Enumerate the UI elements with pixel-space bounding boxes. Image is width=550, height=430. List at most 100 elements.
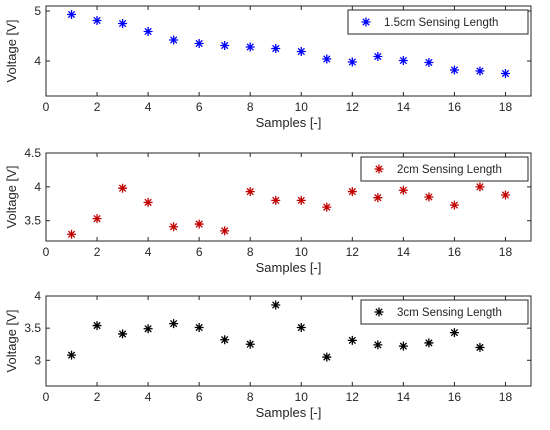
x-tick-label: 0 xyxy=(43,245,50,259)
data-point xyxy=(322,202,332,212)
data-point xyxy=(118,183,128,193)
data-point xyxy=(194,219,204,229)
data-point xyxy=(373,193,383,203)
data-point xyxy=(143,197,153,207)
x-axis-label: Samples [-] xyxy=(256,115,322,130)
x-tick-label: 18 xyxy=(499,390,513,404)
x-tick-label: 10 xyxy=(295,100,309,114)
x-tick-label: 14 xyxy=(397,245,411,259)
y-tick-label: 3 xyxy=(34,353,41,367)
x-tick-label: 10 xyxy=(295,390,309,404)
data-point xyxy=(67,10,77,19)
chart-panel-1: 0 2 4 6 8 10 12 14 16 18 4 5 Samples [-] Voltage [V] 1… xyxy=(4,4,532,130)
data-point xyxy=(245,187,255,197)
data-point xyxy=(424,58,434,67)
x-tick-label: 8 xyxy=(247,245,254,259)
data-point xyxy=(424,338,434,348)
x-tick-label: 12 xyxy=(346,245,360,259)
legend-box xyxy=(360,299,529,325)
y-axis-label: Voltage [V] xyxy=(4,310,19,373)
legend-box xyxy=(347,9,529,35)
x-tick-label: 4 xyxy=(145,245,152,259)
data-point xyxy=(347,335,357,345)
legend-marker xyxy=(361,17,371,27)
x-tick-label: 12 xyxy=(346,390,360,404)
legend-marker xyxy=(374,164,384,174)
legend-box xyxy=(360,156,529,182)
data-point xyxy=(118,19,128,28)
data-point xyxy=(373,340,383,350)
data-point xyxy=(449,65,459,75)
x-tick-label: 2 xyxy=(94,245,101,259)
y-tick-label: 3.5 xyxy=(24,214,41,228)
data-point xyxy=(92,214,102,224)
data-point xyxy=(475,342,485,352)
x-tick-label: 14 xyxy=(397,100,411,114)
x-tick-label: 16 xyxy=(448,100,462,114)
legend-marker xyxy=(374,307,384,317)
data-point xyxy=(398,341,408,351)
data-point xyxy=(424,192,434,202)
x-tick-label: 0 xyxy=(43,100,50,114)
y-tick-label: 5 xyxy=(34,4,41,18)
data-point xyxy=(220,335,230,345)
x-tick-label: 18 xyxy=(499,245,513,259)
data-point xyxy=(322,54,332,64)
x-tick-label: 16 xyxy=(448,390,462,404)
legend: 1.5cm Sensing Length xyxy=(347,9,529,35)
x-tick-label: 6 xyxy=(196,390,203,404)
x-tick-label: 8 xyxy=(247,100,254,114)
data-point xyxy=(449,200,459,210)
data-point xyxy=(92,321,102,331)
data-point xyxy=(169,35,179,45)
y-axis-label: Voltage [V] xyxy=(4,20,19,83)
x-tick-label: 6 xyxy=(196,100,203,114)
x-axis-label: Samples [-] xyxy=(256,260,322,275)
x-tick-label: 6 xyxy=(196,245,203,259)
data-point xyxy=(92,16,102,25)
data-point xyxy=(347,57,357,67)
data-point xyxy=(67,229,77,239)
data-point xyxy=(322,352,332,362)
data-point xyxy=(449,328,459,338)
data-point xyxy=(475,66,485,76)
x-tick-label: 4 xyxy=(145,100,152,114)
data-point xyxy=(143,27,153,36)
data-point xyxy=(347,187,357,197)
data-point xyxy=(67,350,77,360)
data-point xyxy=(220,41,230,50)
x-tick-label: 12 xyxy=(346,100,360,114)
data-point xyxy=(271,195,281,205)
x-tick-label: 2 xyxy=(94,390,101,404)
data-point xyxy=(373,52,383,61)
x-tick-label: 0 xyxy=(43,390,50,404)
data-point xyxy=(143,324,153,334)
data-point xyxy=(398,185,408,195)
data-point xyxy=(220,226,230,236)
data-point xyxy=(169,222,179,232)
legend-entry: 3cm Sensing Length xyxy=(397,307,502,319)
y-tick-label: 4 xyxy=(34,180,41,194)
x-tick-label: 2 xyxy=(94,100,101,114)
data-point xyxy=(398,56,408,65)
x-axis-label: Samples [-] xyxy=(256,405,322,420)
x-tick-label: 18 xyxy=(499,100,513,114)
x-tick-label: 14 xyxy=(397,390,411,404)
data-point xyxy=(500,69,510,78)
y-axis-label: Voltage [V] xyxy=(4,166,19,229)
y-tick-label: 3.5 xyxy=(24,321,41,335)
data-point xyxy=(500,190,510,200)
y-tick-label: 4 xyxy=(34,54,41,68)
data-point xyxy=(194,323,204,332)
legend: 2cm Sensing Length xyxy=(360,156,529,182)
data-point xyxy=(271,44,281,53)
data-point xyxy=(245,42,255,52)
data-point xyxy=(296,47,306,56)
data-point xyxy=(296,195,306,205)
legend-entry: 2cm Sensing Length xyxy=(397,164,502,176)
y-tick-label: 4 xyxy=(34,289,41,303)
x-tick-label: 4 xyxy=(145,390,152,404)
legend: 3cm Sensing Length xyxy=(360,299,529,325)
y-tick-label: 4.5 xyxy=(24,146,41,160)
